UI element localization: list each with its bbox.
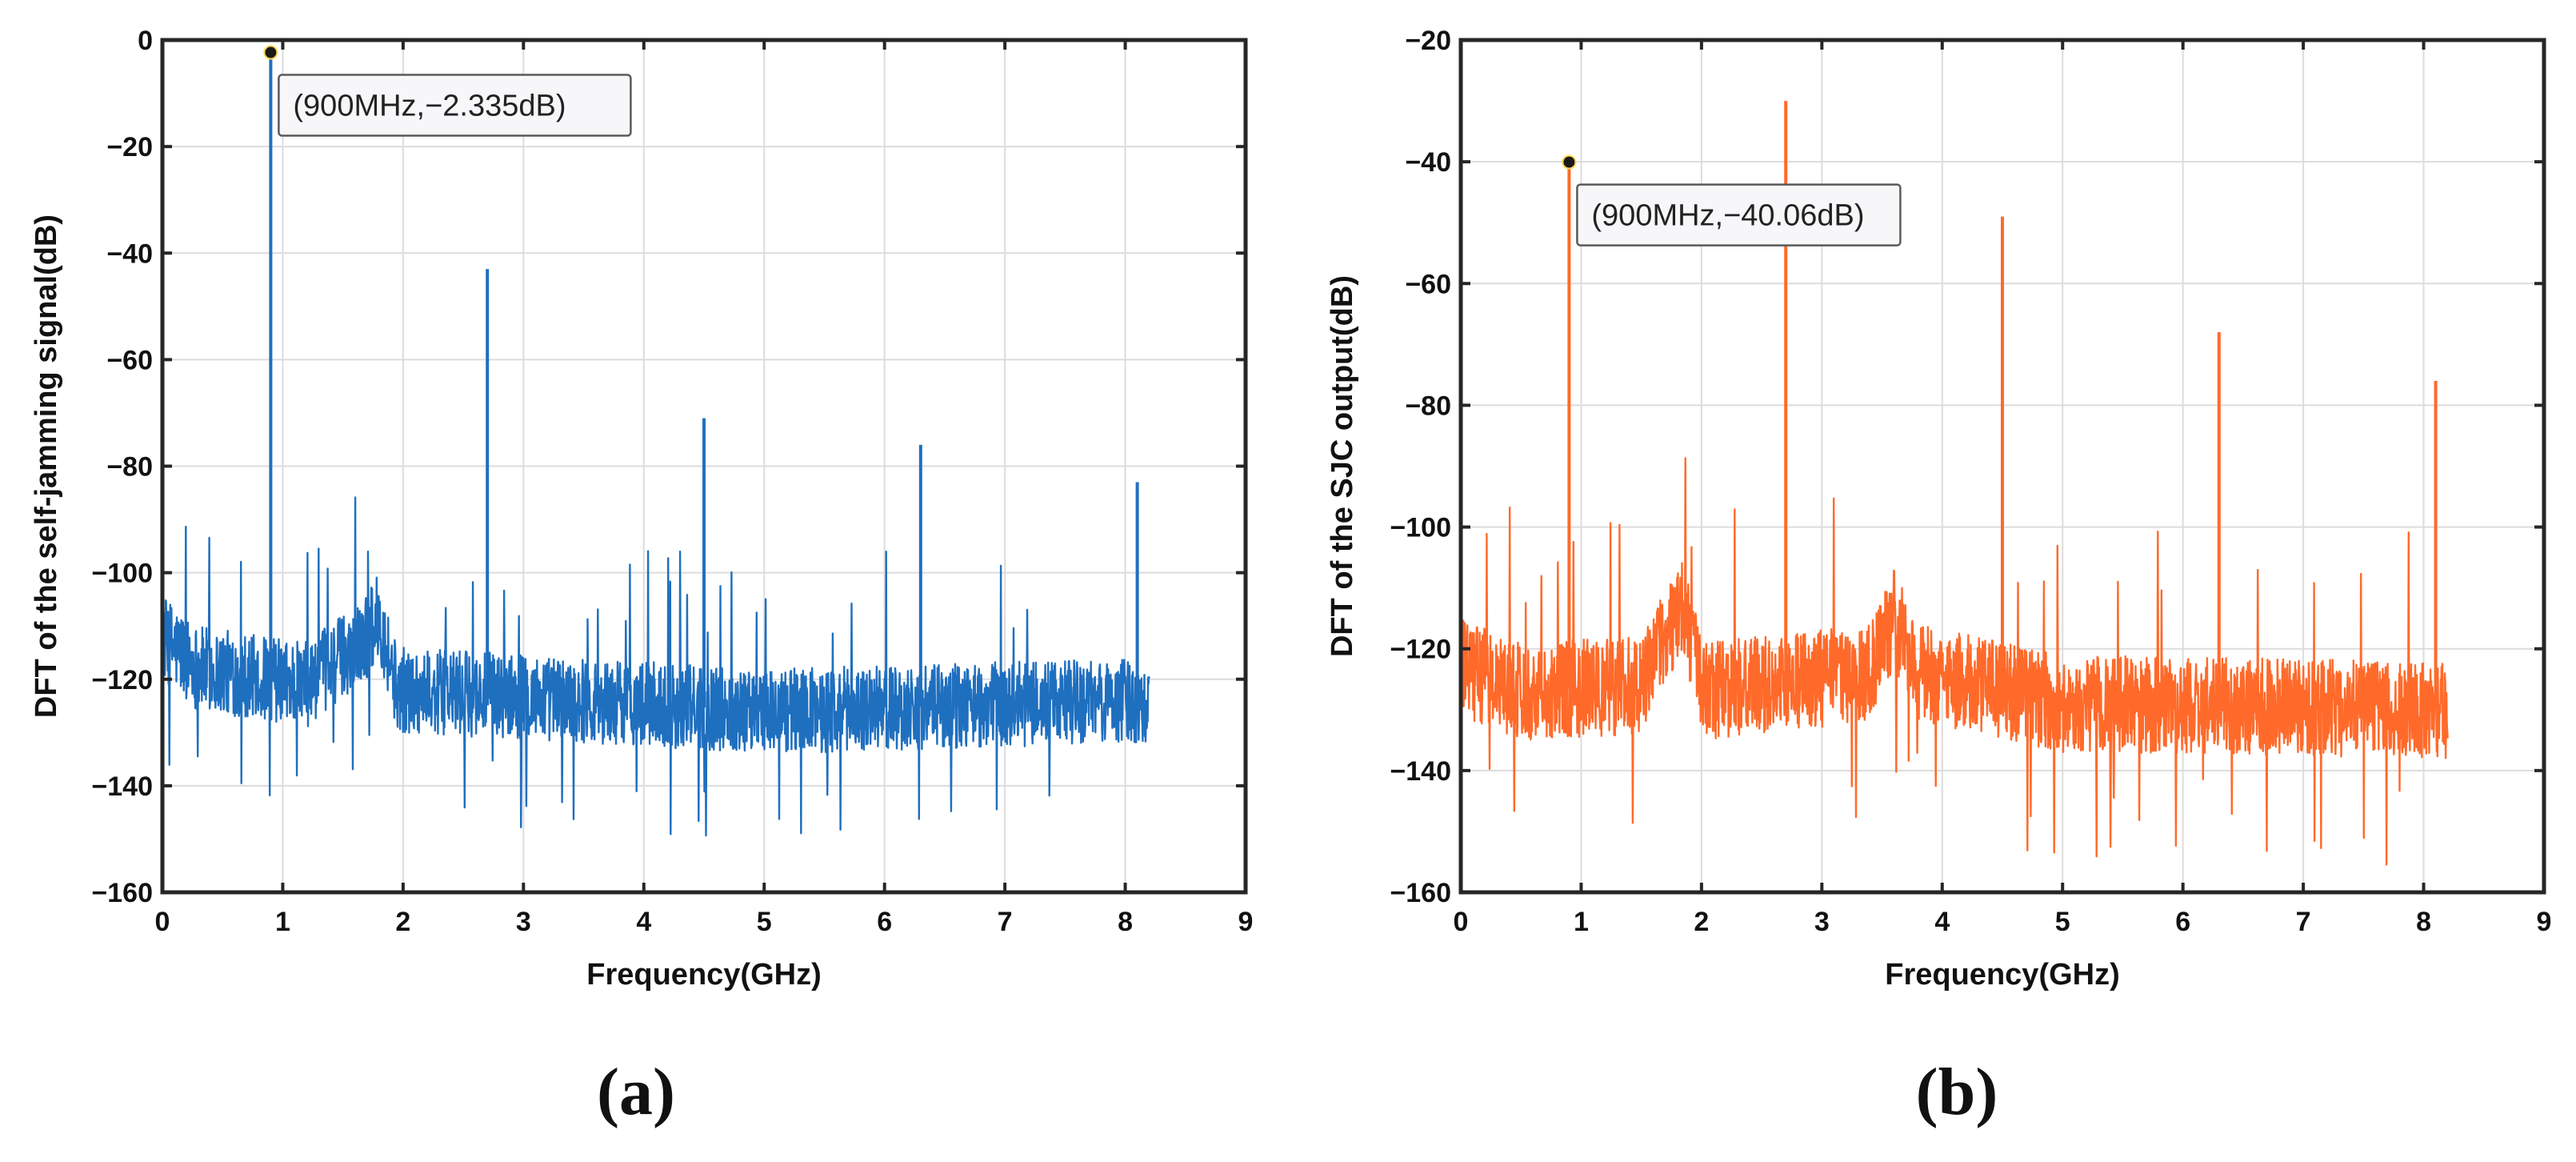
x-tick-label: 0	[1454, 907, 1469, 937]
x-tick-label: 1	[275, 907, 290, 937]
x-axis-label: Frequency(GHz)	[1885, 958, 2119, 992]
chart-panel-b: 0 1 2 3 4 5 6 7 8 9 −20 −40 −60 −80 −100 −120 −140 −160 Fr…	[1326, 26, 2551, 1129]
y-tick-label: −160	[1390, 878, 1451, 908]
x-axis: 0 1 2 3 4 5 6 7 8 9	[155, 40, 1254, 937]
y-tick-label: −120	[1390, 635, 1451, 665]
panel-label: (b)	[1916, 1055, 1998, 1129]
y-axis-label: DFT of the self-jamming signal(dB)	[30, 214, 63, 718]
x-tick-label: 9	[1238, 907, 1254, 937]
x-tick-label: 9	[2537, 907, 2552, 937]
signal-trace	[1459, 457, 2449, 866]
chart-panel-a: 0 1 2 3 4 5 6 7 8 9 0 −20 −40 −60 −80 −100 −120 −140 −160 F…	[30, 26, 1253, 1129]
x-tick-label: 2	[395, 907, 410, 937]
datatip[interactable]: (900MHz,−40.06dB)	[1562, 154, 1902, 246]
x-tick-label: 3	[516, 907, 531, 937]
y-tick-label: −40	[1405, 147, 1451, 178]
y-tick-label: −60	[1405, 269, 1451, 299]
datatip-marker	[1562, 154, 1577, 170]
datatip-box	[278, 74, 632, 137]
y-axis: −20 −40 −60 −80 −100 −120 −140 −160	[1390, 26, 2544, 908]
y-tick-label: −60	[106, 345, 153, 375]
y-tick-label: −80	[1405, 391, 1451, 421]
x-tick-label: 6	[2175, 907, 2190, 937]
y-tick-label: 0	[138, 26, 153, 56]
x-tick-label: 3	[1814, 907, 1830, 937]
axes-frame	[1458, 38, 2546, 895]
x-tick-label: 5	[757, 907, 772, 937]
y-axis-label: DFT of the SJC output(dB)	[1326, 275, 1359, 657]
x-tick-label: 6	[877, 907, 892, 937]
datatip-label: (900MHz,−40.06dB)	[1591, 199, 1864, 233]
datatip-marker	[263, 45, 278, 60]
x-tick-label: 4	[636, 907, 651, 937]
y-tick-label: −100	[1390, 513, 1451, 543]
x-axis: 0 1 2 3 4 5 6 7 8 9	[1454, 40, 2552, 937]
x-tick-label: 0	[155, 907, 170, 937]
x-tick-label: 1	[1574, 907, 1589, 937]
y-tick-label: −100	[91, 559, 153, 589]
y-tick-label: −140	[91, 771, 153, 802]
y-tick-label: −20	[1405, 26, 1451, 56]
datatip-box	[1576, 183, 1902, 246]
datatip-label: (900MHz,−2.335dB)	[293, 90, 566, 123]
datatip[interactable]: (900MHz,−2.335dB)	[263, 45, 632, 137]
x-tick-label: 4	[1934, 907, 1950, 937]
x-tick-label: 5	[2055, 907, 2070, 937]
y-axis: 0 −20 −40 −60 −80 −100 −120 −140 −160	[91, 26, 1246, 908]
x-tick-label: 8	[1118, 907, 1133, 937]
signal-trace	[161, 496, 1150, 837]
y-tick-label: −40	[106, 238, 153, 269]
y-tick-label: −140	[1390, 756, 1451, 787]
x-tick-label: 7	[2296, 907, 2311, 937]
y-tick-label: −20	[106, 132, 153, 162]
x-tick-label: 8	[2416, 907, 2431, 937]
x-axis-label: Frequency(GHz)	[586, 958, 821, 992]
panel-label: (a)	[597, 1055, 675, 1129]
y-tick-label: −120	[91, 665, 153, 695]
y-tick-label: −160	[91, 878, 153, 908]
x-tick-label: 2	[1694, 907, 1709, 937]
y-tick-label: −80	[106, 452, 153, 483]
x-tick-label: 7	[998, 907, 1013, 937]
